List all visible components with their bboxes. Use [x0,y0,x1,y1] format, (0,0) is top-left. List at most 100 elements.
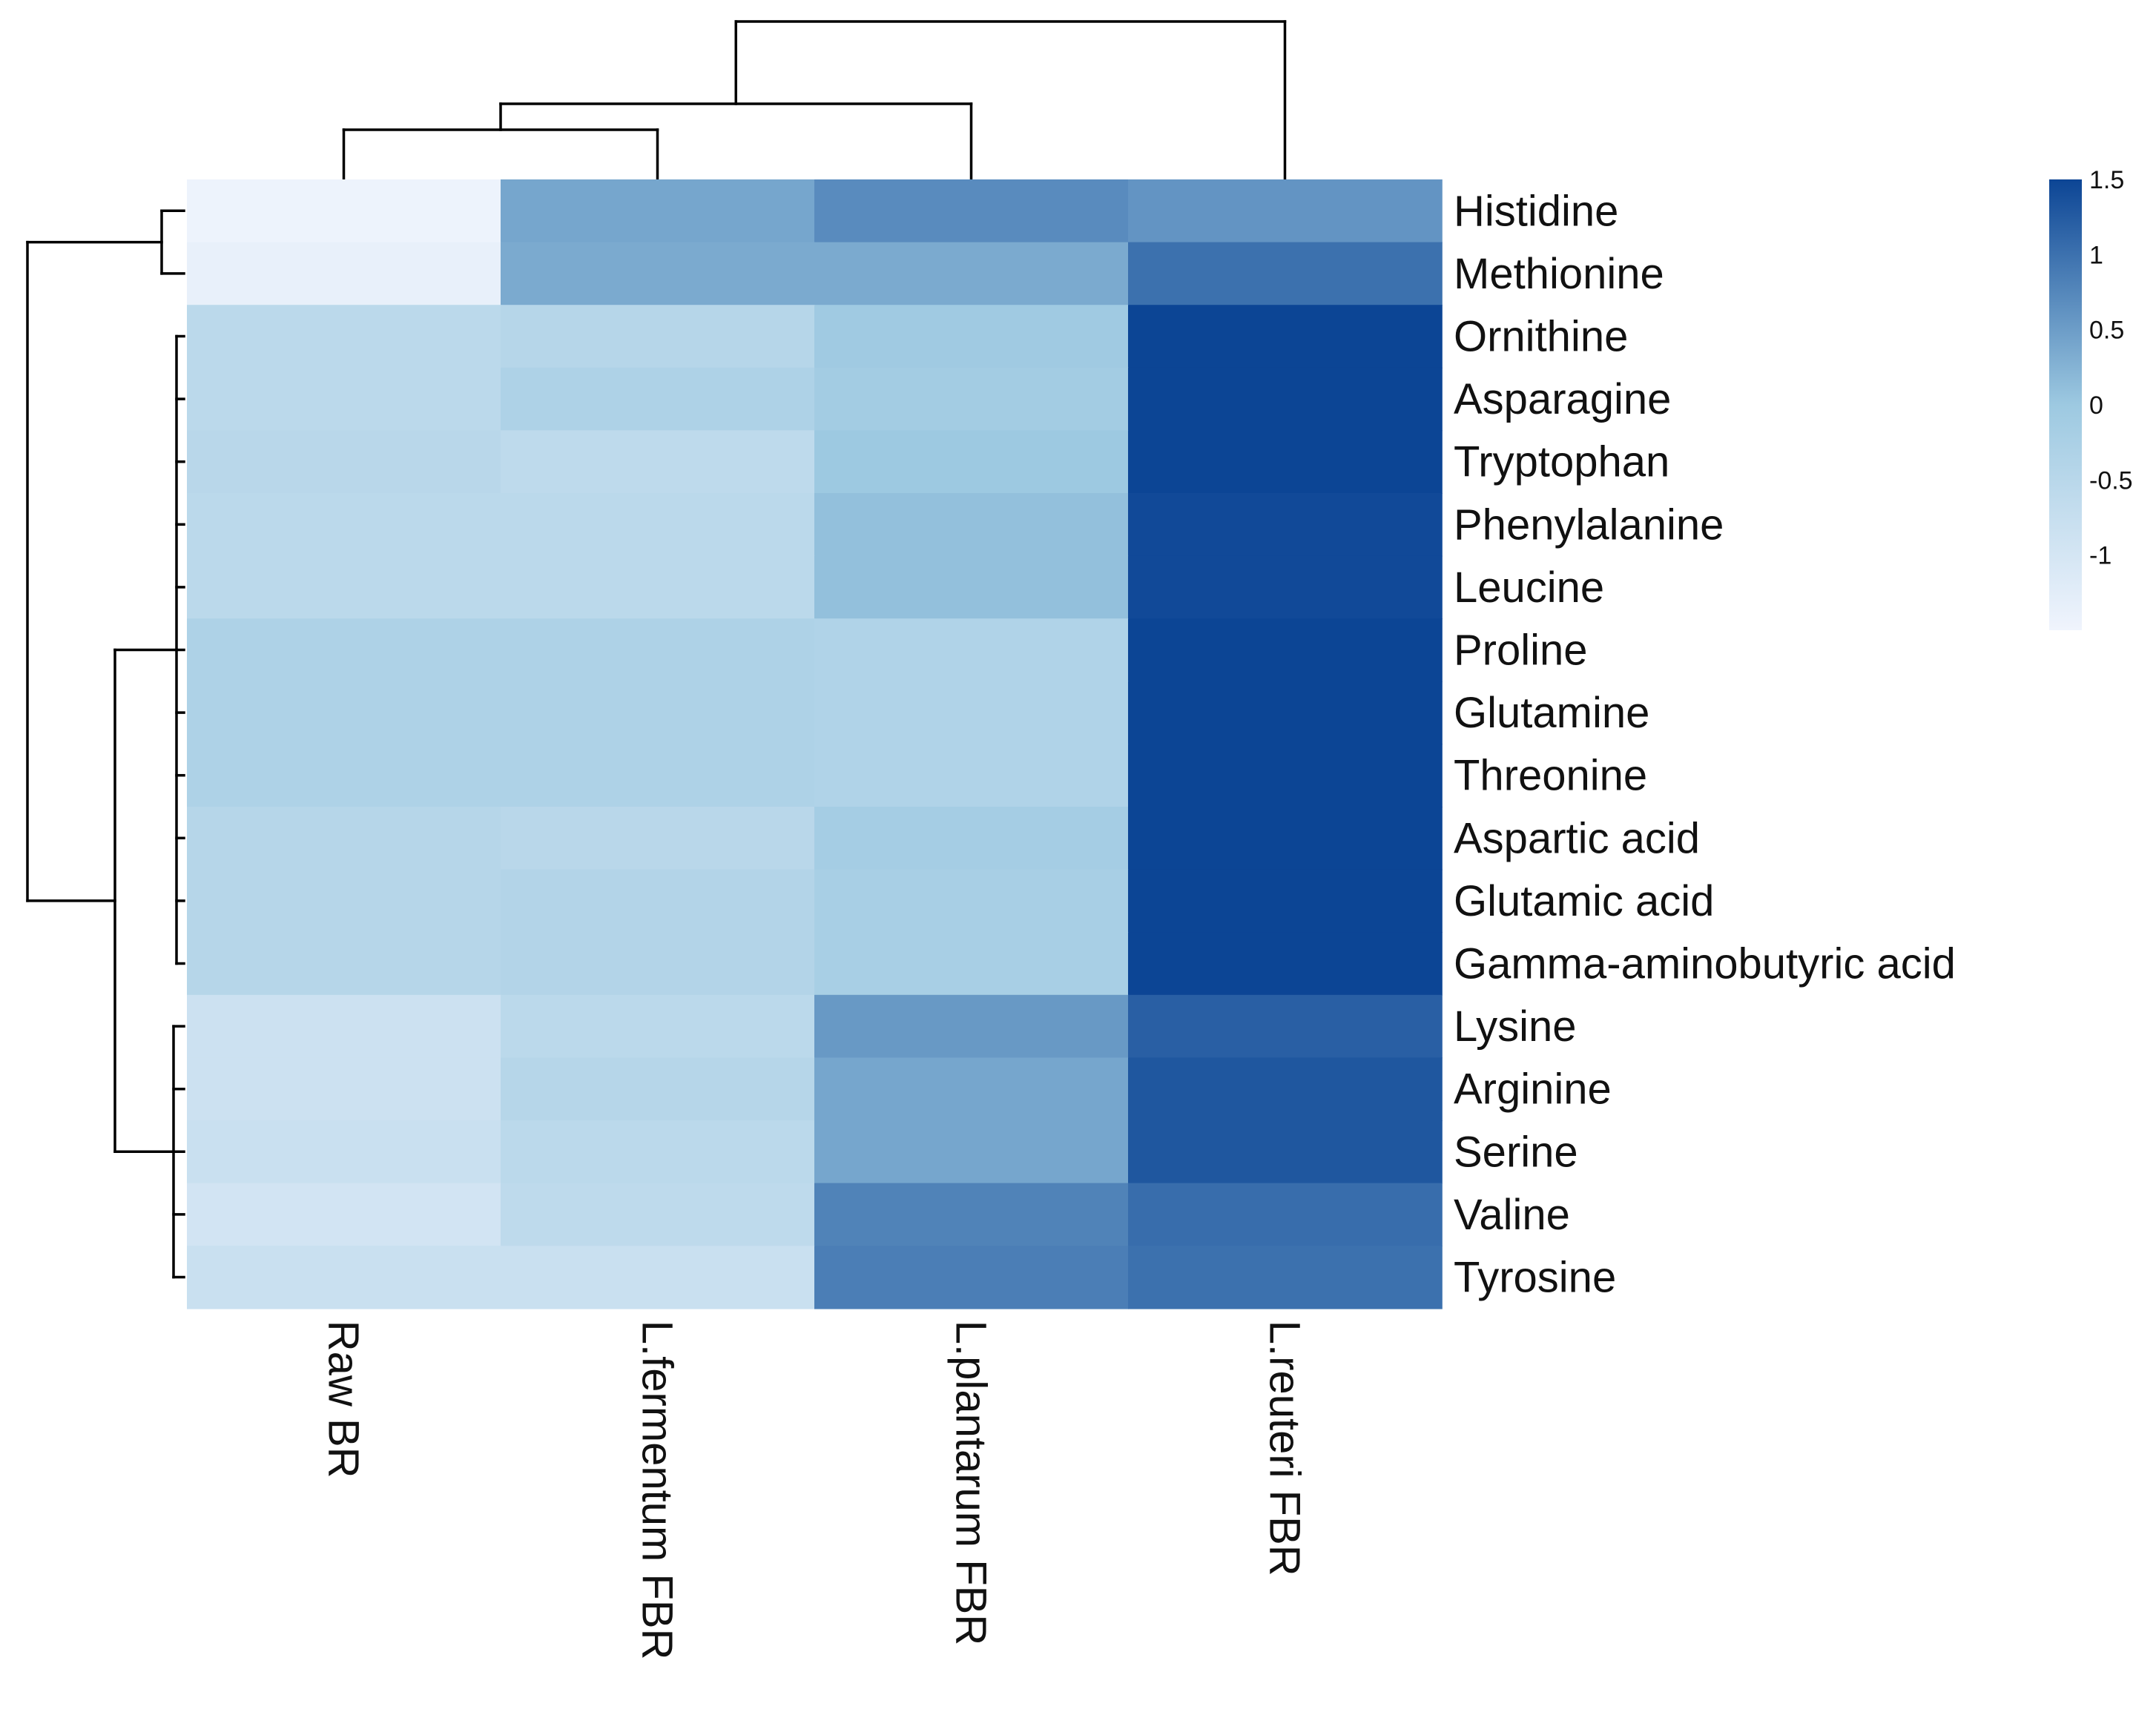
heatmap-cell [1128,179,1443,243]
heatmap-cell [814,493,1129,557]
row-label: Histidine [1454,187,1618,235]
heatmap-cell [501,932,815,996]
heatmap-cell [814,367,1129,432]
column-labels: Raw BR L.fermentum FBR L.plantarum FBR L.re… [320,1321,1309,1660]
heatmap-cell [501,744,815,807]
row-label: Lysine [1454,1002,1577,1051]
legend-tick-label: -0.5 [2089,466,2133,495]
heatmap-cell [1128,932,1443,996]
row-label: Serine [1454,1128,1578,1176]
row-label: Tryptophan [1454,438,1669,486]
color-legend-ticks: 1.5 1 0.5 0 -0.5 -1 [2089,166,2133,570]
heatmap-cell [501,994,815,1059]
row-label: Gamma-aminobutyric acid [1454,940,1956,988]
row-label: Asparagine [1454,375,1671,423]
heatmap-cell [501,493,815,557]
heatmap-cell [814,932,1129,996]
heatmap-cell [814,618,1129,682]
heatmap-cell [187,807,501,870]
heatmap-cell [187,618,501,682]
heatmap-cell [187,1057,501,1121]
heatmap-cell [1128,1183,1443,1246]
heatmap-cell [1128,1246,1443,1309]
heatmap-cell [187,179,501,243]
heatmap-cell [501,681,815,745]
heatmap-cell [814,1246,1129,1309]
legend-tick-label: 0 [2089,391,2103,420]
row-label: Proline [1454,627,1588,675]
heatmap-cell [1128,555,1443,619]
row-label: Arginine [1454,1065,1612,1114]
heatmap-cell [501,1120,815,1184]
color-legend-bar [2049,179,2082,630]
row-label: Leucine [1454,563,1604,612]
heatmap-cell [187,1183,501,1246]
heatmap-cell [814,1183,1129,1246]
heatmap-cell [1128,807,1443,870]
color-legend: 1.5 1 0.5 0 -0.5 -1 [2049,166,2133,630]
heatmap-cell [501,430,815,494]
heatmap-cell [814,807,1129,870]
column-label: Raw BR [320,1321,368,1478]
heatmap-cell [187,994,501,1059]
row-label: Glutamic acid [1454,877,1714,925]
row-label: Methionine [1454,250,1664,298]
heatmap-cell [187,305,501,368]
row-label: Ornithine [1454,313,1628,361]
heatmap-cell [187,430,501,494]
row-labels: Histidine Methionine Ornithine Asparagine Tr… [1454,187,1956,1301]
legend-tick-label: 1 [2089,241,2103,269]
heatmap-cell [501,305,815,368]
heatmap-cell [814,681,1129,745]
heatmap-cell [187,555,501,619]
row-label: Aspartic acid [1454,814,1700,862]
heatmap-cell [1128,681,1443,745]
heatmap-cell [814,179,1129,243]
legend-tick-label: -1 [2089,542,2112,570]
heatmap-cell [814,869,1129,933]
heatmap-cell [1128,1057,1443,1121]
heatmap-cell [501,807,815,870]
heatmap-cell [814,994,1129,1059]
heatmap-cell [501,367,815,432]
column-dendrogram [342,20,1287,181]
heatmap-cell [187,242,501,305]
heatmap-cell [814,242,1129,305]
heatmap-cell [1128,305,1443,368]
heatmap-cell [1128,744,1443,807]
row-label: Glutamine [1454,689,1649,737]
heatmap-cell [501,555,815,619]
heatmap-cell [814,1120,1129,1184]
column-label: L.plantarum FBR [947,1321,995,1645]
heatmap-cell [187,1120,501,1184]
legend-tick-label: 1.5 [2089,166,2124,194]
heatmap-cell [501,1057,815,1121]
row-dendrogram [26,209,185,1279]
row-label: Valine [1454,1191,1570,1239]
heatmap-cell [1128,618,1443,682]
legend-tick-label: 0.5 [2089,317,2124,345]
heatmap-cell [187,744,501,807]
heatmap-cell [187,869,501,933]
heatmap-cell [814,1057,1129,1121]
heatmap-cell [1128,493,1443,557]
heatmap-cell [814,305,1129,368]
heatmap-cell [1128,367,1443,432]
heatmap-cells [187,179,1443,1309]
heatmap-cell [187,367,501,432]
row-label: Tyrosine [1454,1254,1616,1302]
heatmap-cell [1128,242,1443,305]
heatmap-cell [501,618,815,682]
heatmap-cell [501,869,815,933]
heatmap-cell [501,179,815,243]
heatmap-cell [1128,994,1443,1059]
heatmap-cell [187,493,501,557]
heatmap-cell [187,681,501,745]
row-label: Phenylalanine [1454,500,1724,549]
heatmap-cell [814,430,1129,494]
row-label: Threonine [1454,752,1647,800]
heatmap-cell [501,1246,815,1309]
heatmap-cell [187,1246,501,1309]
heatmap-cell [814,555,1129,619]
